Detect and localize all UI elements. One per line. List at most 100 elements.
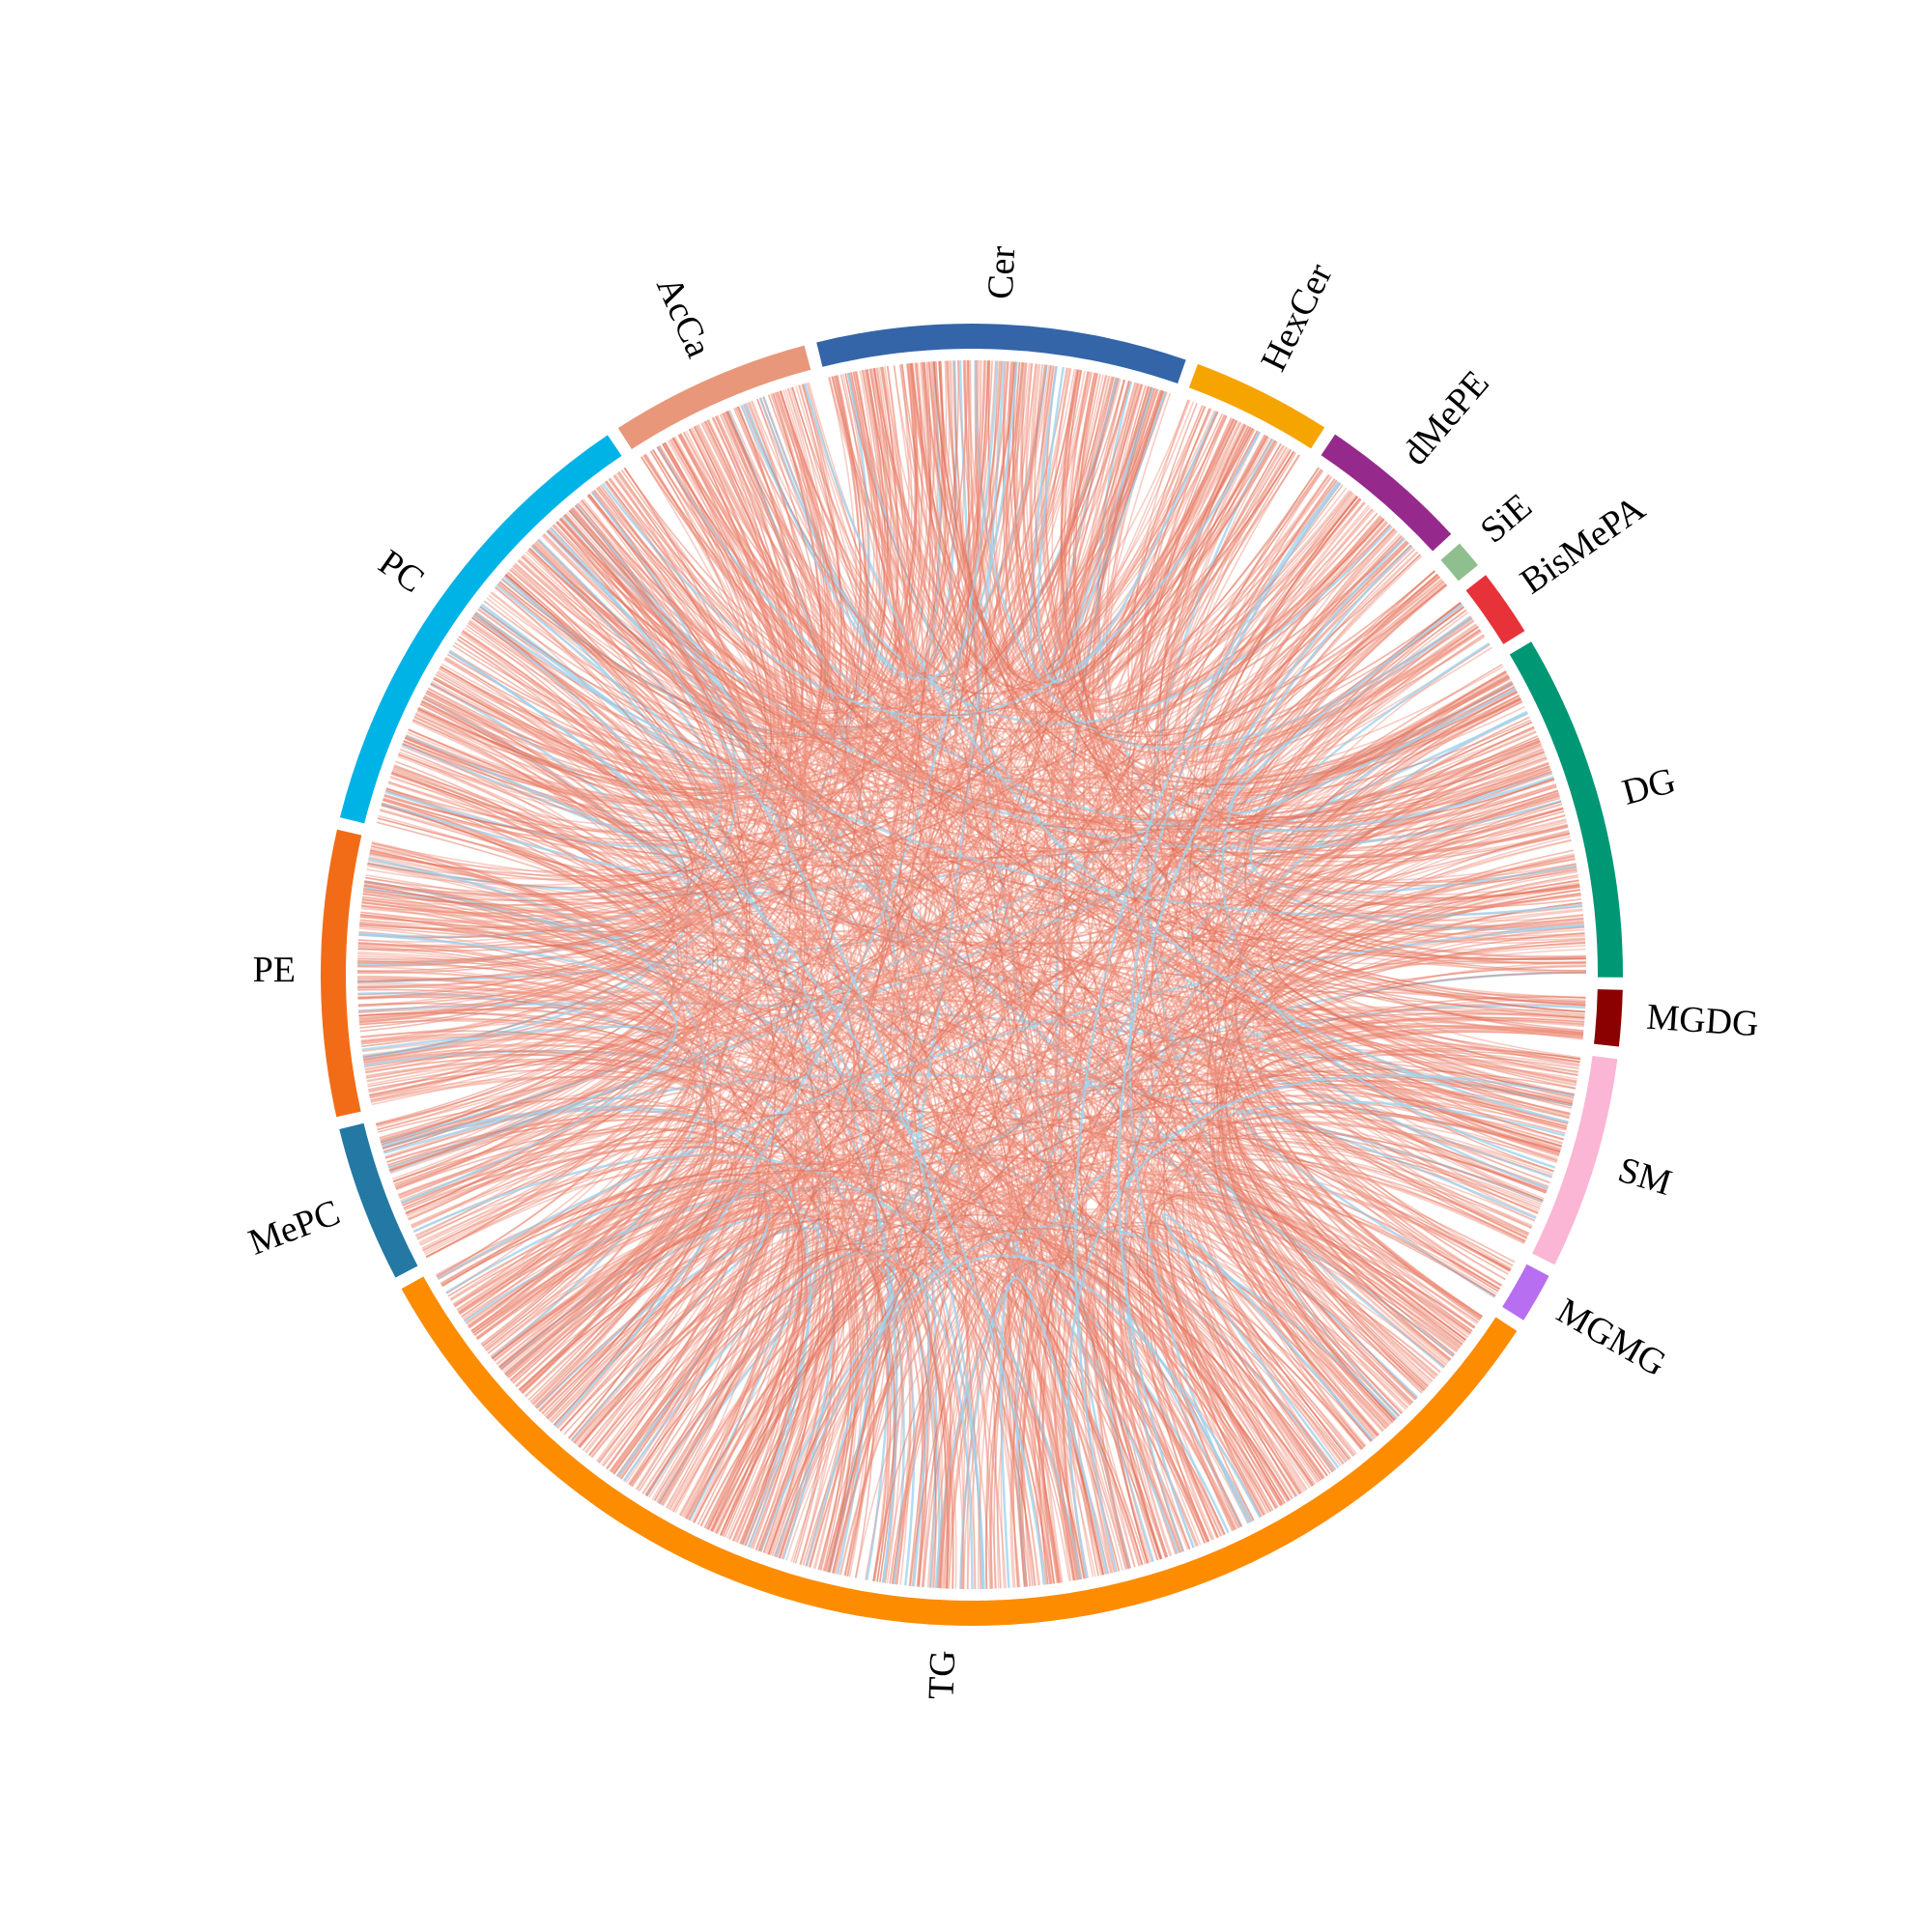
chord <box>469 620 1482 1320</box>
chord <box>514 562 1548 834</box>
chords <box>357 359 1587 1590</box>
chord <box>474 611 1583 918</box>
chord <box>846 366 922 1577</box>
sector-arc <box>816 324 1186 384</box>
chord <box>1018 1221 1424 1587</box>
chord <box>852 371 994 1589</box>
chord <box>678 435 1267 1516</box>
chord <box>688 428 1338 717</box>
chord <box>359 467 752 1029</box>
chord <box>357 388 832 967</box>
chord <box>552 518 1385 750</box>
chord <box>361 414 793 1048</box>
chord <box>569 509 937 1588</box>
chord <box>481 361 1013 1347</box>
chord <box>472 614 898 1583</box>
sector-arc <box>339 435 622 824</box>
chord <box>662 443 1292 712</box>
chord <box>967 882 1579 1589</box>
chord <box>359 540 1408 931</box>
chord <box>1269 793 1578 1076</box>
chord <box>382 799 804 1542</box>
chord <box>477 517 1383 773</box>
chord <box>381 804 1354 1457</box>
chord <box>405 361 1009 805</box>
chord <box>364 1053 857 1573</box>
chord <box>644 1085 1571 1496</box>
chord <box>1096 381 1585 931</box>
chord <box>492 1196 784 1505</box>
chord <box>384 418 1235 1158</box>
chord <box>523 409 1212 734</box>
chord <box>1002 361 1238 685</box>
chord <box>385 787 1223 1537</box>
chord <box>1221 914 1584 1421</box>
chord <box>534 369 1079 1407</box>
chord <box>522 418 807 1395</box>
chord <box>357 361 936 967</box>
chord <box>1041 853 1575 1584</box>
chord <box>461 631 754 1456</box>
chord <box>1128 444 1293 712</box>
chord <box>696 394 856 694</box>
chord <box>394 1092 691 1240</box>
chord <box>363 1031 1563 1144</box>
chord <box>854 371 1266 1516</box>
chord <box>421 1162 1112 1574</box>
chord <box>870 368 1532 797</box>
sector-label: MGDG <box>1645 997 1760 1045</box>
chord <box>412 1091 1548 1233</box>
chord <box>364 487 1348 898</box>
chord <box>357 952 1436 1378</box>
chord <box>1145 411 1577 1087</box>
chord <box>554 360 999 1428</box>
chord <box>987 360 1195 679</box>
chord <box>946 360 1254 687</box>
chord <box>958 360 1155 1562</box>
chord <box>509 398 827 738</box>
chord <box>571 582 1447 1442</box>
chord <box>957 360 1564 1141</box>
chord <box>403 360 948 807</box>
sector-label: PE <box>253 950 296 990</box>
chord <box>774 1254 1262 1557</box>
chord <box>363 1044 711 1381</box>
chord <box>623 467 1514 791</box>
sector-label: DG <box>1618 760 1680 813</box>
chord <box>1231 581 1550 1184</box>
chord <box>1092 384 1392 1425</box>
chord <box>391 771 1301 1494</box>
chord <box>909 874 1578 1586</box>
chord <box>357 995 1549 1187</box>
chord <box>358 697 1521 1022</box>
chord <box>529 426 1252 1404</box>
chord <box>775 369 903 679</box>
chord <box>638 479 1338 1492</box>
chord <box>532 469 1324 1406</box>
chord <box>1238 643 1528 1238</box>
chord <box>989 629 1481 1589</box>
chord <box>357 821 670 988</box>
chord <box>358 513 728 1023</box>
chord <box>1141 1027 1584 1543</box>
chord <box>363 1049 1336 1472</box>
chord <box>456 1180 789 1520</box>
chord <box>433 678 1580 907</box>
chord <box>1216 801 1562 1423</box>
chord <box>360 502 733 1043</box>
chord <box>1228 1138 1509 1341</box>
chord <box>640 456 1577 884</box>
chord <box>1151 1122 1553 1531</box>
chord <box>617 1016 1585 1478</box>
chord <box>357 428 1254 973</box>
chord <box>670 1252 1181 1553</box>
chord <box>1274 928 1585 1096</box>
chord <box>358 1002 1573 1107</box>
chord <box>588 1242 1036 1586</box>
sector-arc <box>1321 434 1452 552</box>
chord <box>363 1021 669 1086</box>
chord <box>417 708 818 1550</box>
chord <box>476 451 1295 1340</box>
chord <box>364 880 1179 1554</box>
chord <box>978 542 1410 1589</box>
